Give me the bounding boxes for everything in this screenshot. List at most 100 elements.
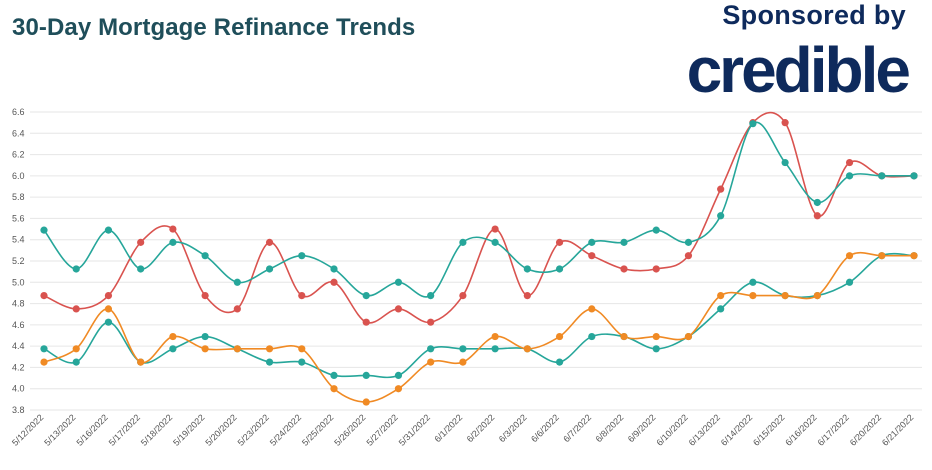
data-point [459,345,467,353]
data-point [362,291,370,300]
data-point [104,318,113,326]
data-point [233,305,241,313]
data-point [845,158,854,167]
x-tick-label: 6/15/2022 [751,412,786,447]
data-point [298,358,306,366]
x-tick-label: 6/2/2022 [465,412,497,444]
data-point [652,332,660,341]
data-point [104,305,113,313]
data-point [620,238,628,246]
data-point [104,291,113,300]
y-axis: 3.8 4.0 4.2 4.4 4.6 4.8 5.0 5.2 5.4 5.6 5.8 6.0 6.2 6… [12,107,25,415]
data-point [137,358,145,366]
data-point [588,252,596,260]
x-tick-label: 5/12/2022 [10,412,45,447]
y-tick-label: 4.4 [12,341,25,351]
data-point [781,119,789,127]
x-tick-label: 5/27/2022 [364,412,399,447]
x-tick-label: 6/1/2022 [432,412,464,444]
data-point [72,345,80,353]
data-point [749,120,757,128]
data-point [717,291,725,300]
data-point [845,278,854,286]
data-point [555,265,564,273]
y-tick-label: 6.2 [12,150,25,160]
x-tick-label: 5/19/2022 [171,412,206,447]
data-point [717,212,725,220]
data-point [427,318,435,326]
data-point [394,305,403,313]
data-point [104,226,113,234]
series-3 [40,251,918,406]
data-point [684,332,693,341]
data-point [781,158,789,167]
series-line [43,251,914,403]
y-tick-label: 5.2 [12,256,25,266]
data-point [684,252,693,260]
data-point [652,265,660,273]
series-2 [40,252,918,380]
y-tick-label: 5.6 [12,213,25,223]
x-tick-label: 6/16/2022 [783,412,818,447]
data-point [72,358,80,366]
y-tick-label: 4.6 [12,320,25,330]
data-point [781,291,789,300]
x-axis: 5/12/20225/13/20225/16/20225/17/20225/18… [10,412,915,447]
data-point [330,385,338,393]
x-tick-label: 6/6/2022 [529,412,561,444]
data-point [137,238,145,246]
data-point [491,332,499,341]
data-point [427,291,435,300]
data-point [427,345,435,353]
data-point [491,238,499,246]
data-point [555,238,564,246]
data-point [523,291,531,300]
data-point [620,265,628,273]
data-point [813,212,821,220]
series-0 [40,111,918,326]
data-point [491,345,499,353]
y-tick-label: 4.8 [12,299,25,309]
y-tick-label: 5.4 [12,235,25,245]
x-tick-label: 5/13/2022 [42,412,77,447]
data-point [459,291,467,300]
data-point [394,278,403,286]
data-point [620,332,628,341]
data-point [40,291,48,300]
data-point [233,345,241,353]
series-layer [40,111,918,406]
x-tick-label: 5/24/2022 [268,412,303,447]
series-line [43,121,914,298]
data-point [717,185,725,193]
data-point [555,332,564,341]
data-point [201,332,209,341]
data-point [684,238,693,246]
data-point [523,345,531,353]
x-tick-label: 5/31/2022 [397,412,432,447]
x-tick-label: 6/13/2022 [687,412,722,447]
data-point [201,345,209,353]
data-point [201,291,209,300]
data-point [652,226,660,234]
x-tick-label: 6/8/2022 [594,412,626,444]
x-tick-label: 5/23/2022 [236,412,271,447]
data-point [330,278,338,286]
data-point [717,305,725,313]
data-point [813,291,821,300]
x-tick-label: 6/10/2022 [654,412,689,447]
gridlines [30,111,922,411]
data-point [523,265,531,273]
data-point [137,265,145,273]
data-point [169,238,177,246]
x-tick-label: 6/20/2022 [848,412,883,447]
data-point [298,291,306,300]
data-point [588,332,596,341]
data-point [72,265,80,273]
brand-logo: credible [686,34,911,106]
data-point [201,252,209,260]
data-point [910,172,918,180]
data-point [652,345,660,353]
data-point [330,371,338,380]
x-tick-label: 6/9/2022 [626,412,658,444]
